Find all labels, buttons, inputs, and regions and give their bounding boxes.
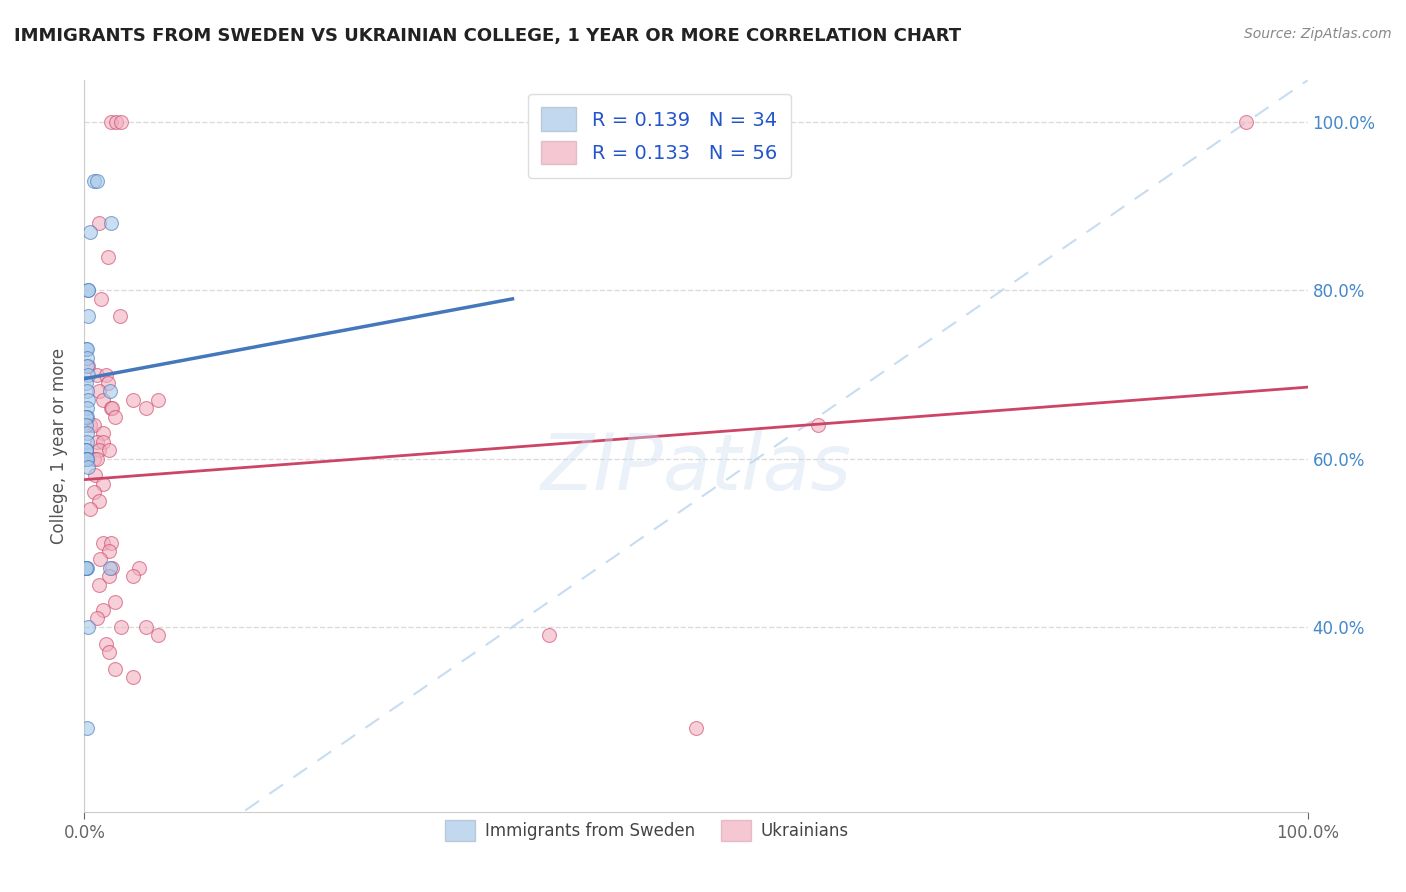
Point xyxy=(76,359,98,373)
Point xyxy=(1236,115,1258,129)
Point xyxy=(76,351,98,365)
Point xyxy=(146,628,169,642)
Point xyxy=(97,443,120,458)
Point xyxy=(86,174,108,188)
Point xyxy=(90,292,112,306)
Point xyxy=(101,401,124,416)
Point xyxy=(77,309,100,323)
Point xyxy=(83,417,105,432)
Point xyxy=(91,426,114,441)
Point xyxy=(86,611,108,625)
Point xyxy=(76,451,98,466)
Point xyxy=(75,376,97,390)
Point xyxy=(75,343,97,357)
Point xyxy=(100,401,122,416)
Point xyxy=(110,115,132,129)
Point xyxy=(77,284,100,298)
Point xyxy=(122,670,145,684)
Point xyxy=(75,561,97,575)
Point xyxy=(122,392,145,407)
Point xyxy=(86,434,108,449)
Point xyxy=(96,636,118,650)
Point xyxy=(87,384,110,399)
Point xyxy=(100,216,122,230)
Point xyxy=(75,443,97,458)
Point xyxy=(97,376,120,390)
Point xyxy=(91,392,114,407)
Point xyxy=(98,561,121,575)
Point xyxy=(77,368,100,382)
Point xyxy=(77,620,100,634)
Point xyxy=(76,384,98,399)
Point xyxy=(77,359,100,373)
Point xyxy=(79,417,101,432)
Point xyxy=(135,401,157,416)
Point xyxy=(91,535,114,549)
Point xyxy=(87,578,110,592)
Point xyxy=(87,216,110,230)
Point xyxy=(77,392,100,407)
Point xyxy=(77,284,100,298)
Point xyxy=(98,384,121,399)
Point xyxy=(84,468,107,483)
Point xyxy=(76,343,98,357)
Y-axis label: College, 1 year or more: College, 1 year or more xyxy=(51,348,69,544)
Point xyxy=(76,721,98,735)
Point xyxy=(87,443,110,458)
Point xyxy=(75,443,97,458)
Point xyxy=(79,502,101,516)
Legend: Immigrants from Sweden, Ukrainians: Immigrants from Sweden, Ukrainians xyxy=(439,814,855,847)
Point xyxy=(91,476,114,491)
Point xyxy=(100,535,122,549)
Point xyxy=(105,115,128,129)
Point xyxy=(108,309,131,323)
Point xyxy=(104,594,127,608)
Point xyxy=(76,426,98,441)
Point xyxy=(807,417,830,432)
Point xyxy=(110,620,132,634)
Point xyxy=(101,561,124,575)
Point xyxy=(86,368,108,382)
Text: ZIPatlas: ZIPatlas xyxy=(540,430,852,506)
Point xyxy=(89,552,111,566)
Text: Source: ZipAtlas.com: Source: ZipAtlas.com xyxy=(1244,27,1392,41)
Point xyxy=(538,628,561,642)
Point xyxy=(83,485,105,500)
Point xyxy=(83,451,105,466)
Point xyxy=(77,460,100,475)
Point xyxy=(83,174,105,188)
Point xyxy=(685,721,707,735)
Point xyxy=(76,451,98,466)
Point xyxy=(104,409,127,424)
Point xyxy=(75,417,97,432)
Text: IMMIGRANTS FROM SWEDEN VS UKRAINIAN COLLEGE, 1 YEAR OR MORE CORRELATION CHART: IMMIGRANTS FROM SWEDEN VS UKRAINIAN COLL… xyxy=(14,27,962,45)
Point xyxy=(91,603,114,617)
Point xyxy=(146,392,169,407)
Point xyxy=(76,434,98,449)
Point xyxy=(91,434,114,449)
Point xyxy=(97,645,120,659)
Point xyxy=(128,561,150,575)
Point xyxy=(75,451,97,466)
Point xyxy=(122,569,145,583)
Point xyxy=(97,250,120,264)
Point xyxy=(97,544,120,558)
Point xyxy=(76,561,98,575)
Point xyxy=(97,569,120,583)
Point xyxy=(75,409,97,424)
Point xyxy=(79,225,101,239)
Point xyxy=(86,451,108,466)
Point xyxy=(135,620,157,634)
Point xyxy=(87,493,110,508)
Point xyxy=(76,409,98,424)
Point xyxy=(104,662,127,676)
Point xyxy=(75,561,97,575)
Point xyxy=(96,368,118,382)
Point xyxy=(76,401,98,416)
Point xyxy=(100,115,122,129)
